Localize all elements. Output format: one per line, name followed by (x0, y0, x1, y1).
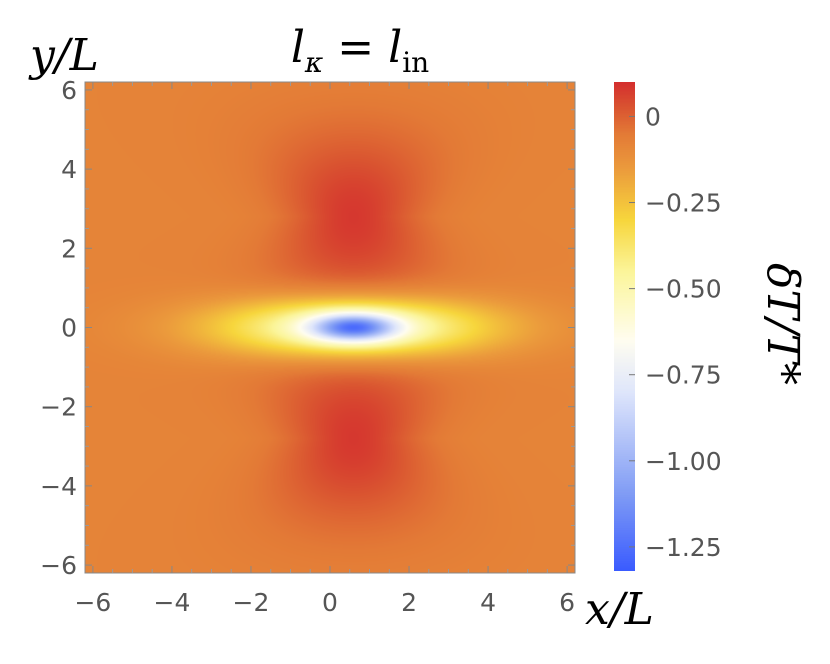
colorbar-tick-label: −1.00 (645, 447, 722, 476)
colorbar-gradient (614, 82, 635, 571)
y-tick-label: 0 (61, 314, 77, 343)
x-tick-label: 6 (559, 588, 575, 617)
colorbar-label: δT/T* (757, 263, 808, 385)
y-axis-label: y/L (28, 30, 99, 81)
plot-frame-ticks (85, 82, 575, 573)
colorbar-tick-label: −0.75 (645, 361, 722, 390)
colorbar-tick-label: −0.50 (645, 275, 722, 304)
plot-area (84, 81, 576, 574)
x-tick-label: 2 (401, 588, 417, 617)
x-tick-label: 4 (480, 588, 496, 617)
chart-title: lκ = lin (291, 22, 429, 79)
x-tick-label: −2 (233, 588, 270, 617)
y-tick-label: 2 (61, 234, 77, 263)
colorbar-tick-label: −1.25 (645, 533, 722, 562)
y-tick-label: −2 (40, 393, 77, 422)
x-axis-label: x/L (585, 584, 654, 635)
colorbar (614, 82, 635, 571)
y-tick-label: 4 (61, 155, 77, 184)
y-tick-label: −4 (40, 472, 77, 501)
colorbar-tick-label: −0.25 (645, 189, 722, 218)
colorbar-tick-label: 0 (645, 102, 661, 131)
x-tick-labels: −6 −4 −2 0 2 4 6 (74, 588, 575, 617)
y-tick-label: −6 (40, 551, 77, 580)
y-tick-labels: −6 −4 −2 0 2 4 6 (40, 76, 77, 580)
x-tick-label: −4 (154, 588, 191, 617)
heatmap-image (85, 82, 575, 573)
x-tick-label: 0 (322, 588, 338, 617)
x-tick-label: −6 (74, 588, 111, 617)
y-tick-label: 6 (61, 76, 77, 105)
colorbar-ticks: 0 −0.25 −0.50 −0.75 −1.00 −1.25 (629, 102, 722, 562)
